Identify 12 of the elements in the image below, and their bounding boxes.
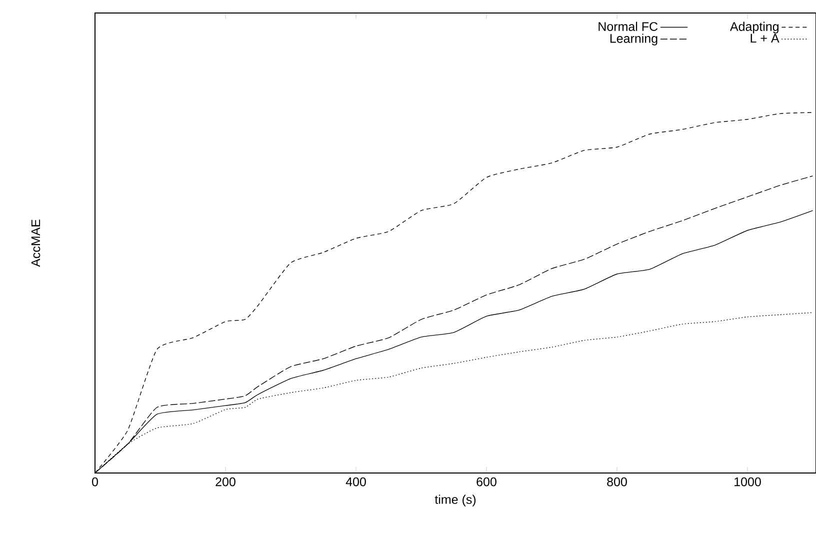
x-tick-label: 200 (216, 477, 236, 486)
y-axis-title: AccMAE (31, 220, 40, 267)
legend-label: Adapting (730, 22, 778, 34)
x-tick-label: 800 (607, 477, 627, 486)
x-tick-label: 600 (476, 477, 496, 486)
x-tick-label: 0 (92, 477, 98, 486)
legend-label: L + A (750, 34, 780, 43)
x-axis-title: time (s) (434, 494, 476, 506)
x-tick-label: 400 (346, 477, 366, 486)
legend-label: Learning (610, 34, 658, 46)
legend-label: Normal FC (598, 22, 658, 31)
x-tick-label: 1000 (734, 477, 761, 486)
